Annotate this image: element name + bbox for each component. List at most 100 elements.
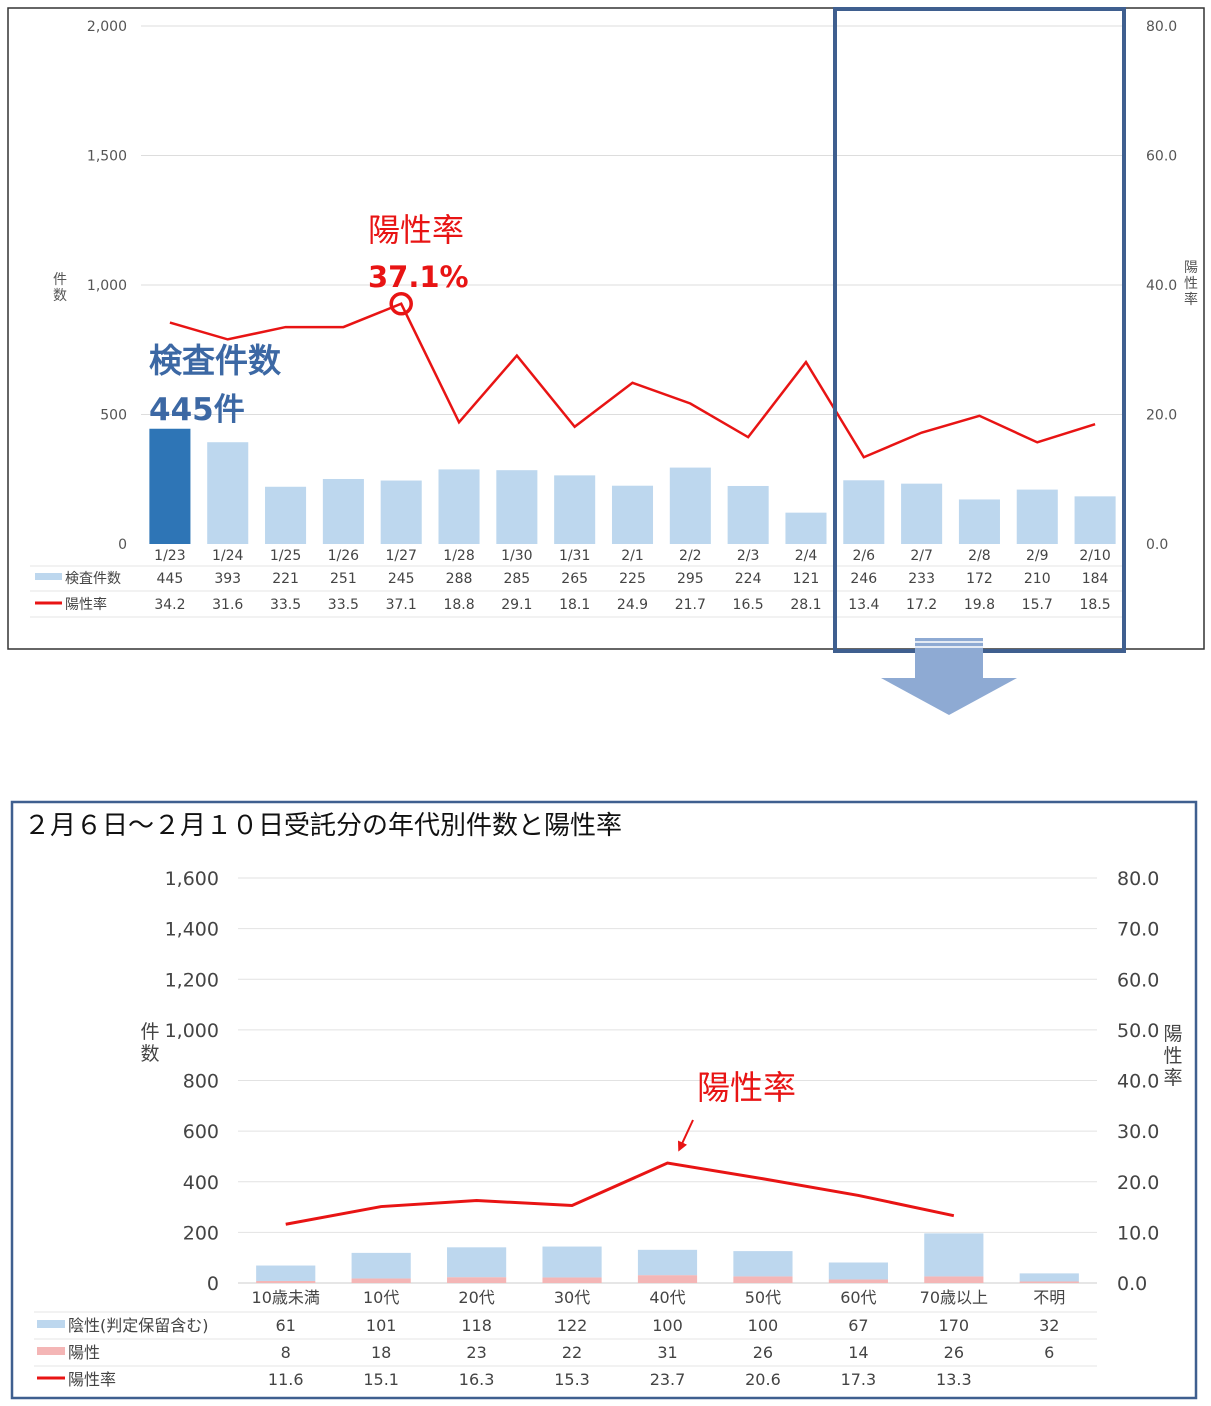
y-tick-label: 1,400 — [165, 919, 219, 941]
table-cell: 31 — [657, 1343, 677, 1362]
table-cell: 100 — [748, 1316, 779, 1335]
y2-tick-label: 40.0 — [1146, 278, 1177, 294]
x-tick-label: 1/30 — [501, 548, 532, 564]
bar — [1074, 496, 1116, 544]
table-cell: 11.6 — [268, 1370, 304, 1389]
count-callout-value: 445件 — [149, 392, 245, 428]
x-tick-label: 2/9 — [1026, 548, 1049, 564]
peak-rate-marker — [389, 292, 413, 316]
x-tick-label: 1/28 — [443, 548, 474, 564]
y2-tick-label: 70.0 — [1117, 919, 1159, 941]
table-cell: 23 — [466, 1343, 486, 1362]
table-cell: 100 — [652, 1316, 683, 1335]
y2-tick-label: 30.0 — [1117, 1121, 1159, 1143]
x-tick-label: 10代 — [363, 1288, 399, 1307]
daily-axis-ticks: 0 500 1,000 1,500 2,000 0.0 20.0 40.0 60.0 80.0 — [87, 19, 1177, 553]
table-cell: 18.8 — [443, 597, 474, 613]
x-tick-label: 2/6 — [853, 548, 876, 564]
table-cell: 16.3 — [459, 1370, 495, 1389]
table-cell: 13.4 — [848, 597, 879, 613]
bar-positive — [924, 1276, 984, 1283]
daily-data-table: 1/23 1/24 1/25 1/26 1/27 1/28 1/30 1/31 2/1 2/2 2/… — [30, 548, 1124, 618]
table-cell: 285 — [503, 571, 530, 587]
age-chart-title: ２月６日～２月１０日受託分の年代別件数と陽性率 — [24, 811, 622, 841]
table-cell: 22 — [562, 1343, 582, 1362]
table-cell: 170 — [939, 1316, 970, 1335]
age-chart-frame — [10, 800, 1198, 1400]
count-callout-label: 検査件数 — [149, 341, 282, 380]
table-cell: 15.7 — [1022, 597, 1053, 613]
y-tick-label: 0 — [207, 1273, 219, 1295]
table-cell: 265 — [561, 571, 588, 587]
bar — [438, 469, 480, 544]
bar — [265, 486, 307, 544]
legend-label: 陽性 — [68, 1343, 100, 1362]
y2-tick-label: 80.0 — [1117, 868, 1159, 890]
legend-label: 陽性率 — [65, 596, 107, 613]
table-cell: 26 — [944, 1343, 964, 1362]
table-cell: 31.6 — [212, 597, 243, 613]
table-cell: 101 — [366, 1316, 397, 1335]
table-cell: 23.7 — [650, 1370, 686, 1389]
table-cell: 295 — [677, 571, 704, 587]
bar — [149, 428, 191, 544]
y-tick-label: 1,000 — [87, 278, 127, 294]
daily-y-axis-label: 件数 — [53, 272, 67, 304]
y-tick-label: 1,600 — [165, 868, 219, 890]
y2-tick-label: 20.0 — [1146, 408, 1177, 424]
legend-label: 陰性(判定保留含む) — [68, 1316, 209, 1335]
x-tick-label: 不明 — [1033, 1288, 1065, 1307]
table-cell: 33.5 — [328, 597, 359, 613]
table-cell: 17.3 — [841, 1370, 877, 1389]
legend-swatch — [35, 573, 62, 580]
table-cell: 221 — [272, 571, 299, 587]
y-tick-label: 400 — [183, 1172, 219, 1194]
table-cell: 288 — [446, 571, 473, 587]
bar — [901, 483, 943, 544]
x-tick-label: 2/3 — [737, 548, 760, 564]
y-tick-label: 1,000 — [165, 1020, 219, 1042]
age-axis-ticks: 0 200 400 600 800 1,000 1,200 1,400 1,600 0.0 10.0… — [165, 868, 1160, 1295]
table-cell: 61 — [276, 1316, 296, 1335]
bar-negative — [828, 1262, 888, 1280]
x-tick-label: 2/2 — [679, 548, 702, 564]
x-tick-label: 2/1 — [621, 548, 644, 564]
y2-tick-label: 40.0 — [1117, 1071, 1159, 1093]
table-cell: 14 — [848, 1343, 868, 1362]
age-data-table: 10歳未満 10代 20代 30代 40代 50代 60代 70歳以上 不明陰性(判定保留含む)… — [34, 1288, 1097, 1389]
y2-tick-label: 10.0 — [1117, 1222, 1159, 1244]
bar — [554, 475, 596, 544]
age-rate-callout: 陽性率 — [697, 1068, 796, 1107]
table-cell: 18 — [371, 1343, 391, 1362]
legend-swatch — [37, 1320, 65, 1328]
table-cell: 21.7 — [675, 597, 706, 613]
table-cell: 37.1 — [386, 597, 417, 613]
daily-bars — [149, 428, 1116, 544]
y-tick-label: 1,500 — [87, 149, 127, 165]
x-tick-label: 1/25 — [270, 548, 301, 564]
bar-negative — [447, 1247, 507, 1278]
table-cell: 393 — [214, 571, 241, 587]
rate-callout-value: 37.1% — [368, 260, 469, 294]
bar-positive — [447, 1277, 507, 1283]
bar — [785, 512, 827, 544]
x-tick-label: 1/27 — [385, 548, 416, 564]
x-tick-label: 2/7 — [910, 548, 933, 564]
y-tick-label: 200 — [183, 1222, 219, 1244]
bar — [322, 478, 364, 544]
table-cell: 18.1 — [559, 597, 590, 613]
daily-chart: 0 500 1,000 1,500 2,000 0.0 20.0 40.0 60.0 80.0 1… — [7, 7, 1205, 653]
table-cell: 246 — [850, 571, 877, 587]
y2-tick-label: 20.0 — [1117, 1172, 1159, 1194]
x-tick-label: 1/24 — [212, 548, 244, 564]
bar — [611, 485, 654, 544]
table-cell: 118 — [461, 1316, 492, 1335]
table-cell: 15.3 — [554, 1370, 590, 1389]
legend-swatch — [37, 1347, 65, 1355]
table-cell: 20.6 — [745, 1370, 781, 1389]
table-cell: 6 — [1044, 1343, 1054, 1362]
callout-arrow-icon — [677, 1119, 694, 1152]
bar — [1016, 489, 1058, 544]
table-cell: 225 — [619, 571, 646, 587]
y2-tick-label: 0.0 — [1146, 537, 1168, 553]
